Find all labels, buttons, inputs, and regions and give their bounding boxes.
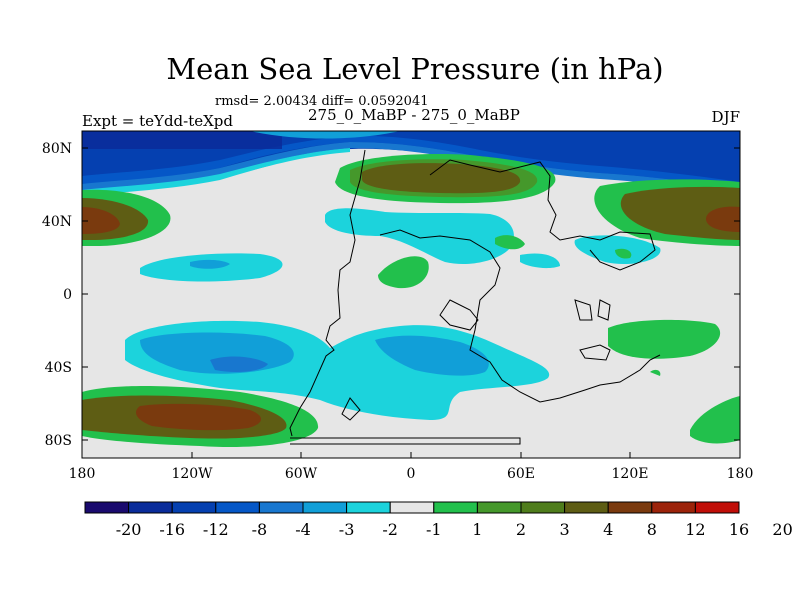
coast-america bbox=[289, 149, 366, 437]
colorbar-label: -4 bbox=[295, 520, 311, 539]
colorbar-label: 2 bbox=[516, 520, 526, 539]
small-high-2 bbox=[615, 248, 632, 259]
eurasia-high-3 bbox=[362, 163, 521, 194]
coast-sea bbox=[439, 299, 479, 331]
contour-fields bbox=[82, 131, 740, 448]
colorbar-box bbox=[607, 501, 653, 514]
sw-high bbox=[650, 369, 661, 376]
asia-low bbox=[520, 253, 560, 269]
lat-tick-label: 40N bbox=[42, 214, 72, 230]
arctic-high bbox=[82, 131, 282, 149]
colorbar-box bbox=[433, 501, 478, 514]
season-label: DJF bbox=[711, 108, 740, 126]
coast-eurasia bbox=[429, 159, 656, 271]
small-high-1 bbox=[495, 235, 525, 250]
lat-tick-label: 40S bbox=[45, 360, 72, 376]
colorbar-label: -8 bbox=[252, 520, 268, 539]
indian-high bbox=[608, 319, 721, 359]
plot-title: Mean Sea Level Pressure (in hPa) bbox=[166, 52, 664, 86]
atlantic-low bbox=[325, 208, 514, 265]
northern-low-edge-1 bbox=[82, 135, 740, 188]
south-low-4 bbox=[210, 356, 268, 372]
colorbar-box bbox=[389, 501, 435, 514]
colorbar-box bbox=[84, 501, 130, 514]
lon-tick-label: 180 bbox=[727, 466, 754, 482]
lat-tick-marks bbox=[82, 147, 740, 441]
colorbar-label: -16 bbox=[159, 520, 185, 539]
south-low-5 bbox=[380, 396, 428, 415]
lon-tick-label: 120W bbox=[171, 466, 213, 482]
coast-antarctic bbox=[290, 397, 521, 445]
colorbar-label: -1 bbox=[426, 520, 442, 539]
lon-tick-label: 60E bbox=[507, 466, 535, 482]
colorbar-label: 3 bbox=[560, 520, 570, 539]
colorbar-box bbox=[171, 501, 217, 514]
npac-east-3 bbox=[705, 206, 740, 232]
lon-tick-label: 180 bbox=[69, 466, 96, 482]
colorbar-label: 12 bbox=[685, 520, 705, 539]
colorbar-label: -3 bbox=[339, 520, 355, 539]
south-low-3 bbox=[375, 335, 489, 376]
npac-east-2 bbox=[620, 186, 740, 240]
lat-tick-label: 80S bbox=[45, 433, 72, 449]
lat-tick-label: 0 bbox=[63, 287, 72, 303]
lon-tick-label: 120E bbox=[612, 466, 649, 482]
lat-tick-label: 80N bbox=[42, 141, 72, 157]
coast-africa bbox=[379, 229, 661, 403]
northern-low-edge-3 bbox=[82, 148, 350, 196]
colorbar-label: 8 bbox=[647, 520, 657, 539]
colorbar-box bbox=[346, 501, 391, 514]
lon-tick-label: 0 bbox=[407, 466, 416, 482]
colorbar-label: 1 bbox=[472, 520, 482, 539]
npac-high-3 bbox=[82, 207, 120, 234]
lon-tick-marks bbox=[81, 452, 741, 458]
colorbar bbox=[84, 501, 740, 514]
continent-outlines bbox=[289, 149, 661, 445]
experiment-label: Expt = teYdd-teXpd bbox=[82, 112, 234, 130]
colorbar-label: -20 bbox=[116, 520, 142, 539]
stats-label: rmsd= 2.00434 diff= 0.0592041 bbox=[215, 94, 429, 109]
colorbar-label: -2 bbox=[382, 520, 398, 539]
colorbar-box bbox=[651, 501, 696, 514]
colorbar-box bbox=[128, 501, 173, 514]
colorbar-label: 4 bbox=[603, 520, 613, 539]
central-pac-low-core bbox=[190, 259, 230, 269]
colorbar-box bbox=[302, 501, 348, 514]
colorbar-box bbox=[476, 501, 522, 514]
colorbar-labels: -20 -16 -12 -8 -4 -3 -2 -1 1 2 3 4 8 12 16 20 bbox=[116, 520, 793, 539]
africa-high bbox=[378, 256, 429, 289]
colorbar-label: -12 bbox=[203, 520, 229, 539]
colorbar-box bbox=[694, 501, 740, 514]
tasman-high bbox=[690, 396, 740, 444]
colorbar-box bbox=[564, 501, 609, 514]
lon-tick-label: 60W bbox=[285, 466, 318, 482]
colorbar-box bbox=[520, 501, 566, 514]
period-label: 275_0_MaBP - 275_0_MaBP bbox=[308, 106, 520, 124]
spac-high-3 bbox=[136, 403, 262, 431]
colorbar-label: 16 bbox=[729, 520, 749, 539]
arctic-light bbox=[250, 131, 400, 139]
colorbar-box bbox=[258, 501, 304, 514]
colorbar-box bbox=[215, 501, 260, 514]
colorbar-label: 20 bbox=[772, 520, 792, 539]
coast-islands bbox=[574, 299, 611, 361]
